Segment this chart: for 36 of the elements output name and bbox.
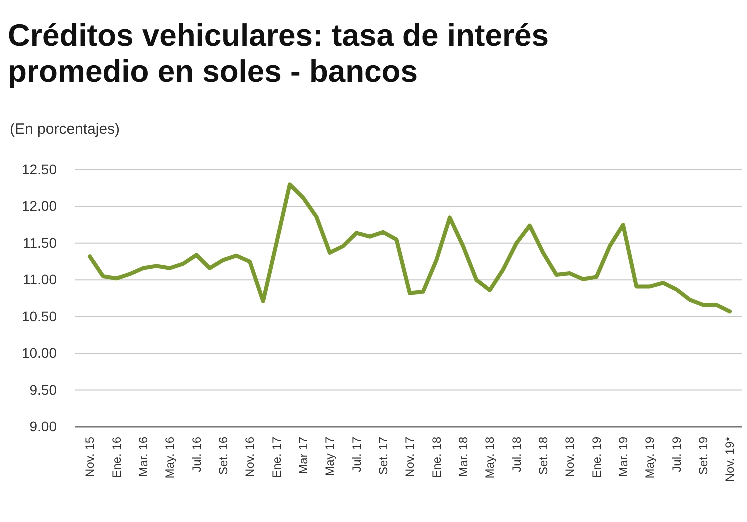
x-tick-label: May. 16 bbox=[163, 436, 178, 479]
x-tick-label: Mar 17 bbox=[296, 436, 311, 474]
y-tick-label: 12.00 bbox=[22, 198, 58, 214]
y-tick-label: 9.00 bbox=[30, 418, 58, 434]
x-tick-label: Nov. 15 bbox=[83, 436, 98, 478]
x-tick-label: Mar. 16 bbox=[136, 436, 151, 478]
x-tick-label: Nov. 17 bbox=[403, 436, 418, 478]
y-tick-label: 10.50 bbox=[22, 308, 58, 324]
x-tick-label: Jul. 18 bbox=[510, 436, 524, 472]
chart-subtitle: (En porcentajes) bbox=[10, 121, 120, 138]
line-series bbox=[88, 182, 732, 314]
x-tick-label: Ene. 17 bbox=[270, 436, 284, 478]
x-tick-label: Set. 16 bbox=[216, 436, 231, 476]
y-tick-label: 11.00 bbox=[23, 272, 58, 288]
x-tick-label: May 17 bbox=[323, 436, 338, 476]
y-tick-label: 10.00 bbox=[22, 345, 58, 362]
x-tick-label: Mar. 19 bbox=[616, 436, 631, 478]
x-tick-label: Set. 17 bbox=[376, 436, 391, 476]
x-tick-label: Nov. 16 bbox=[243, 436, 258, 478]
x-tick-label: May. 18 bbox=[483, 436, 498, 479]
y-tick-label: 11.50 bbox=[23, 234, 58, 251]
x-tick-label: Mar. 18 bbox=[456, 436, 471, 478]
x-tick-label: Ene. 18 bbox=[430, 436, 444, 478]
x-tick-label: Set. 19 bbox=[696, 436, 711, 476]
x-tick-label: May. 19 bbox=[643, 436, 658, 479]
x-tick-label: Jul. 16 bbox=[190, 436, 204, 472]
x-tick-label: Ene. 19 bbox=[590, 436, 604, 478]
y-tick-label: 9.50 bbox=[30, 382, 58, 398]
x-tick-label: Jul. 19 bbox=[670, 436, 684, 472]
x-tick-label: Set. 18 bbox=[536, 436, 551, 476]
x-tick-label: Ene. 16 bbox=[110, 436, 124, 478]
x-tick-label: Nov. 19* bbox=[723, 436, 738, 482]
y-tick-label: 12.50 bbox=[22, 161, 58, 178]
x-tick-label: Jul. 17 bbox=[350, 436, 364, 472]
x-tick-label: Nov. 18 bbox=[563, 436, 578, 478]
chart-title: Créditos vehiculares: tasa de interés promedio en soles - bancos bbox=[8, 18, 550, 89]
